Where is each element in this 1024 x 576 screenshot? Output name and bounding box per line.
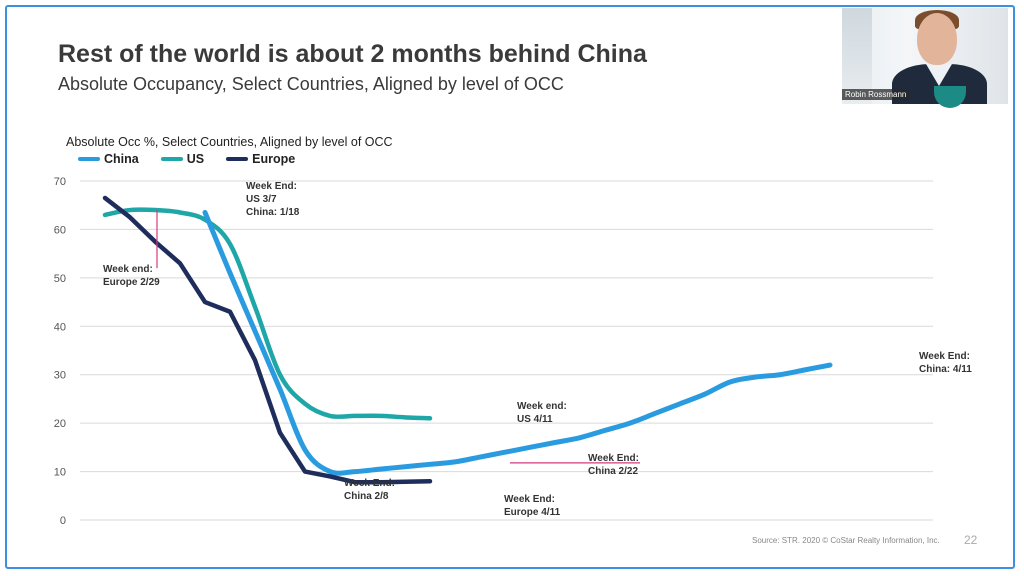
series-line-china	[202, 209, 833, 476]
source-note: Source: STR. 2020 © CoStar Realty Inform…	[752, 536, 940, 545]
legend-us-label: US	[186, 152, 205, 166]
y-tick-label: 0	[60, 515, 66, 527]
y-tick-label: 50	[54, 273, 66, 285]
annotation-label: Week End:	[246, 181, 297, 192]
presenter-name: Robin Rossmann	[842, 89, 910, 100]
legend-china: China	[78, 152, 139, 166]
annotation-label: Week End:	[588, 453, 639, 464]
y-tick-label: 70	[54, 176, 66, 188]
chart-title: Absolute Occ %, Select Countries, Aligne…	[66, 135, 393, 149]
legend-china-label: China	[104, 152, 139, 166]
annotation-label: China: 4/11	[919, 364, 972, 375]
annotation-label: Week end:	[103, 264, 153, 275]
presenter-head	[917, 13, 957, 65]
y-tick-label: 60	[54, 224, 66, 236]
annotation-label: US 3/7	[246, 194, 277, 205]
annotation-label: Week End:	[344, 478, 395, 489]
annotation-label: Week End:	[919, 351, 970, 362]
slide-subtitle: Absolute Occupancy, Select Countries, Al…	[58, 74, 564, 94]
annotation-label: Week End:	[504, 494, 555, 505]
chart-legend: China US Europe	[78, 152, 295, 166]
camera-indicator	[934, 86, 966, 108]
annotation-label: China 2/22	[588, 466, 638, 477]
annotation-label: China: 1/18	[246, 207, 300, 218]
annotation-label: China 2/8	[344, 491, 389, 502]
y-tick-label: 30	[54, 370, 66, 382]
legend-us-swatch	[160, 157, 183, 161]
page-number: 22	[964, 533, 978, 547]
legend-europe-swatch	[226, 157, 249, 161]
y-tick-label: 10	[54, 467, 66, 479]
legend-us: US	[160, 152, 205, 166]
legend-europe-label: Europe	[252, 152, 296, 166]
annotation-label: Week end:	[517, 401, 567, 412]
y-tick-label: 20	[54, 418, 66, 430]
annotation-label: Europe 2/29	[103, 277, 160, 288]
webcam-background	[842, 8, 872, 104]
annotation-label: US 4/11	[517, 414, 553, 425]
y-tick-label: 40	[54, 321, 66, 333]
legend-china-swatch	[78, 157, 100, 161]
series-line-europe	[102, 195, 433, 485]
series-line-us	[102, 207, 433, 421]
slide-title: Rest of the world is about 2 months behi…	[58, 40, 647, 68]
annotation-label: Europe 4/11	[504, 507, 561, 518]
legend-europe: Europe	[226, 152, 295, 166]
webcam-video: Robin Rossmann	[842, 8, 1008, 104]
